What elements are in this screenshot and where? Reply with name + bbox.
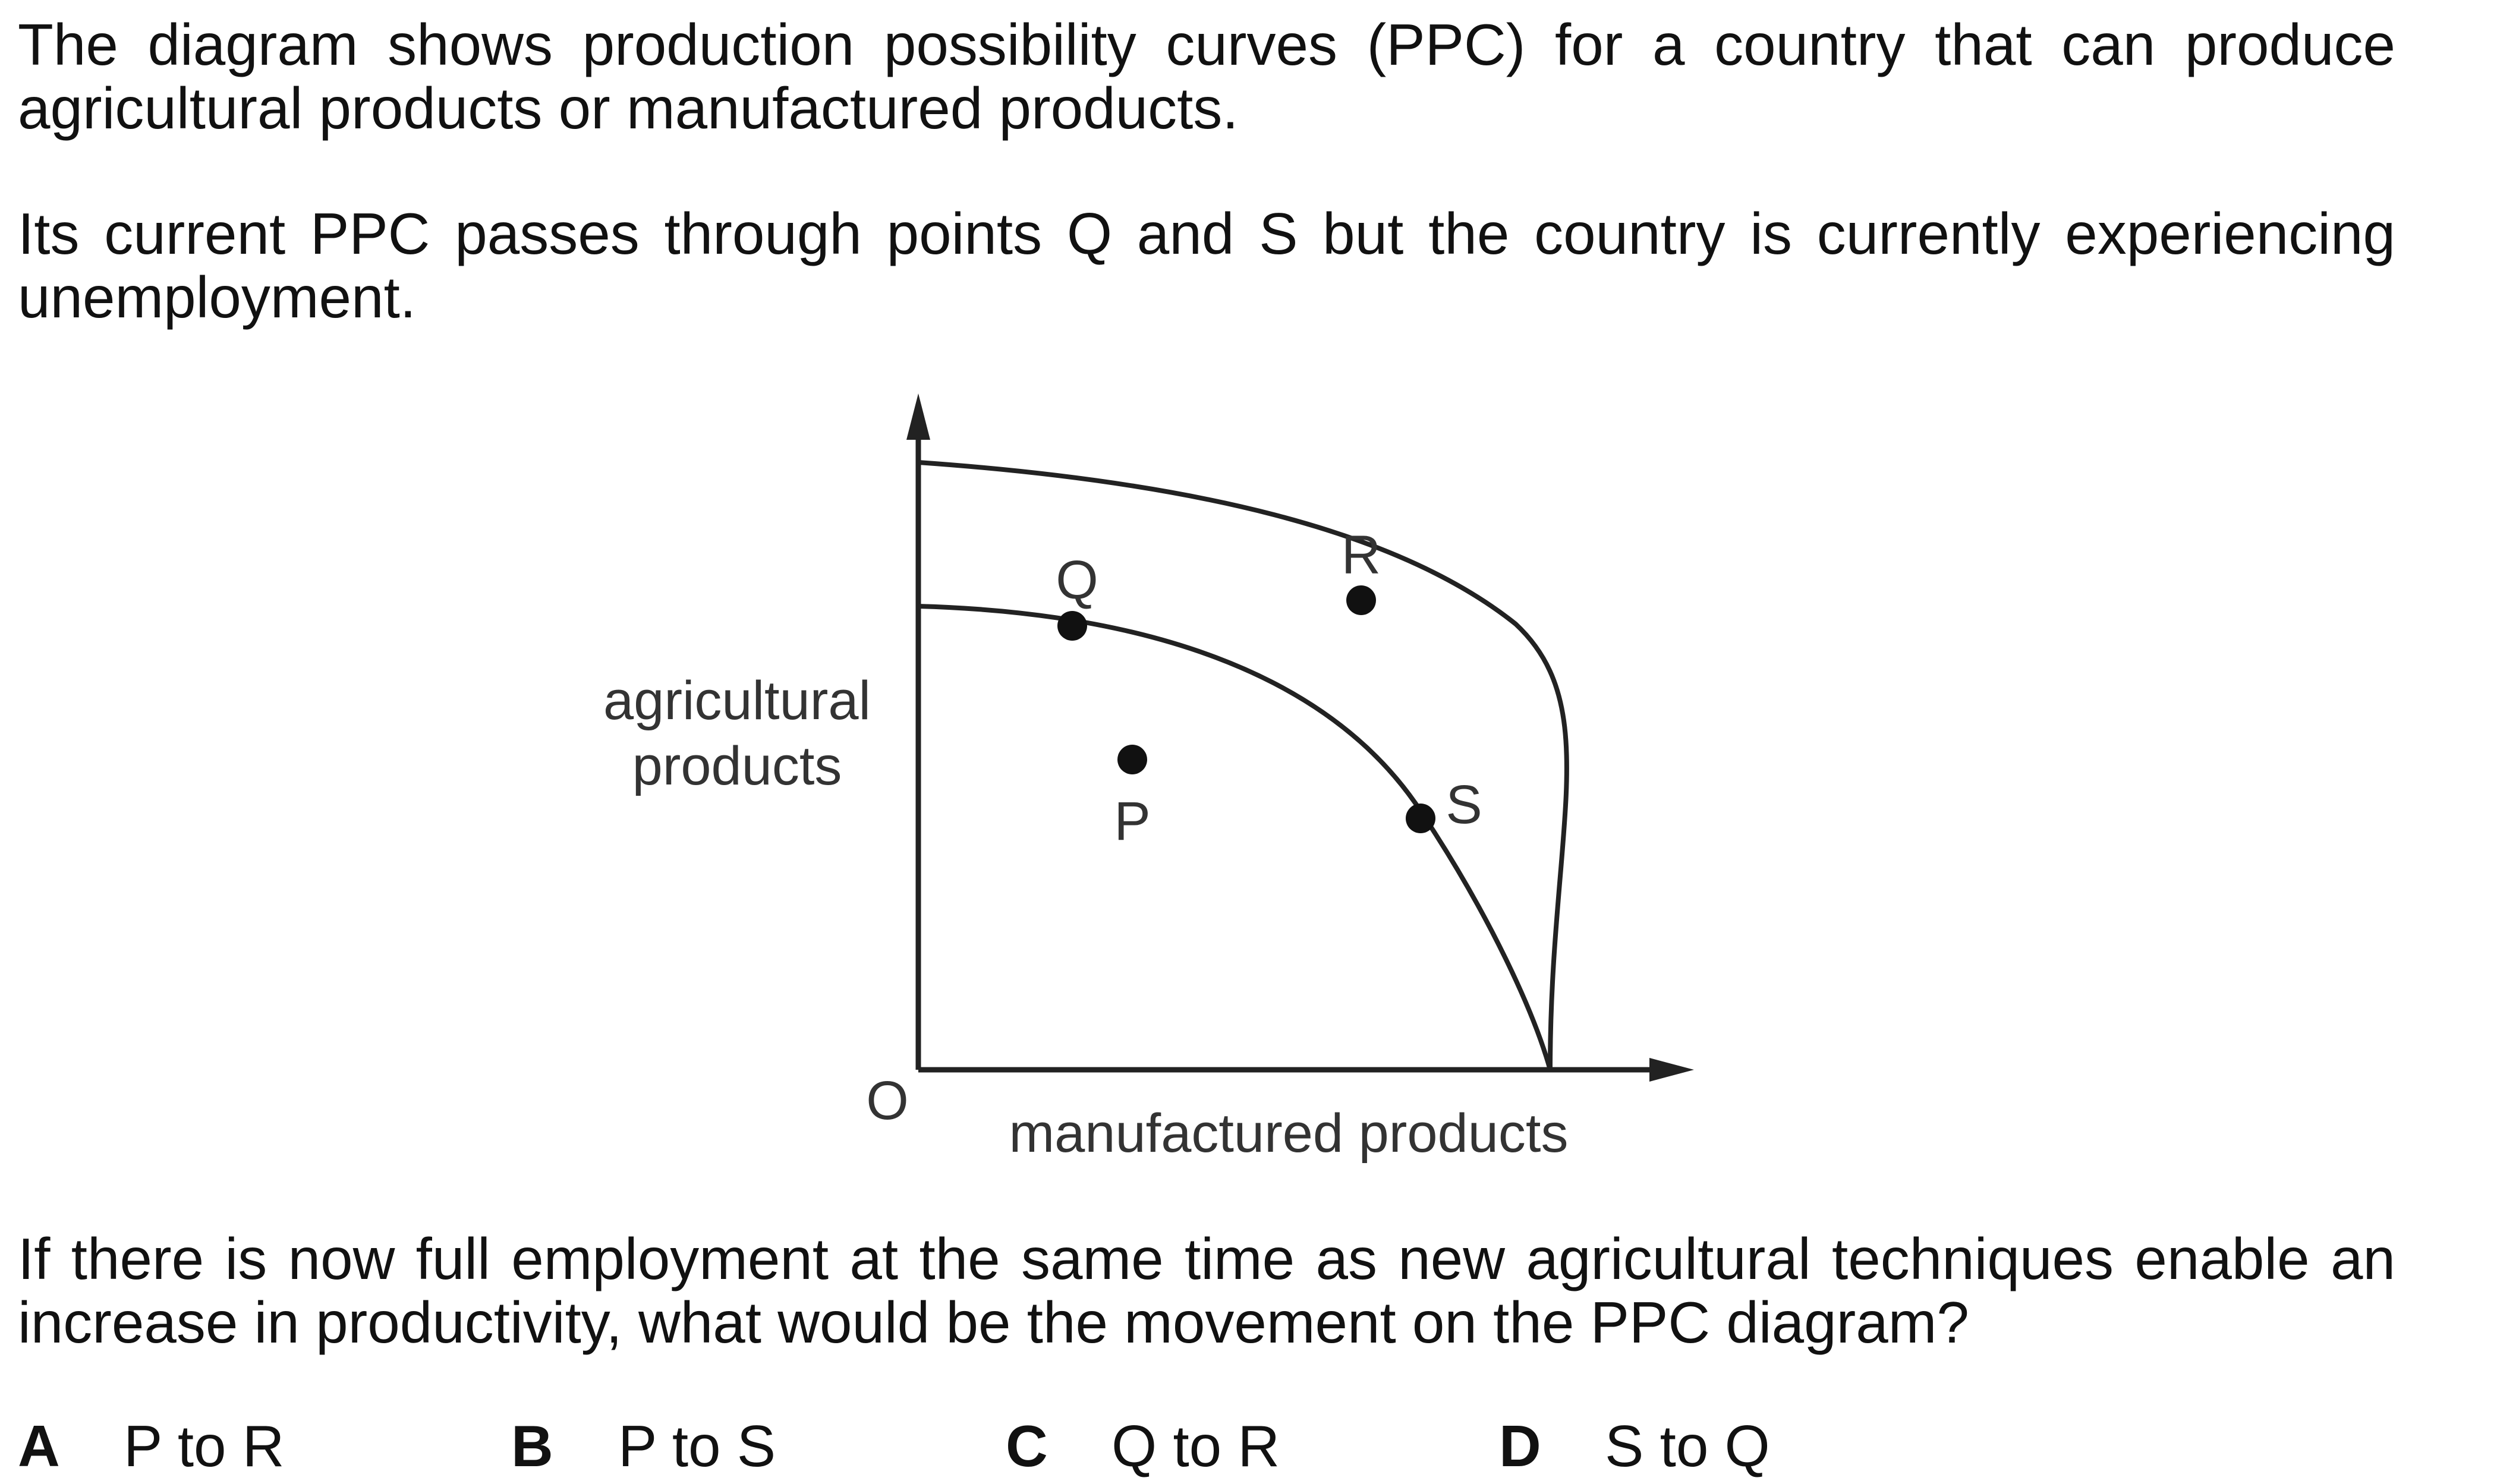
question-intro: The diagram shows production possibility… (18, 12, 2395, 141)
option-c-text: Q to R (1111, 1413, 1280, 1479)
option-c-letter: C (1006, 1413, 1048, 1479)
origin-label: O (866, 1070, 909, 1131)
x-axis-label: manufactured products (1009, 1103, 1569, 1164)
question-context: Its current PPC passes through points Q … (18, 201, 2395, 330)
option-a-letter: A (18, 1413, 60, 1479)
point-r-label: R (1342, 525, 1381, 585)
point-p-marker (1117, 745, 1147, 774)
option-b-text: P to S (618, 1413, 776, 1479)
y-axis-label-line2: products (632, 736, 842, 796)
ppc-outer-curve (918, 460, 1569, 1070)
point-q-label: Q (1056, 550, 1098, 610)
x-axis-arrowhead (1649, 1058, 1694, 1082)
question-prompt: If there is now full employment at the s… (18, 1226, 2395, 1355)
point-s-label: S (1446, 774, 1482, 835)
point-q-marker (1057, 611, 1087, 641)
ppc-inner-curve (918, 604, 1553, 1071)
option-b-letter: B (511, 1413, 553, 1479)
point-p-label: P (1114, 791, 1150, 852)
point-s-marker (1406, 804, 1435, 833)
point-r-marker (1346, 585, 1376, 615)
y-axis-label-line1: agricultural (603, 670, 871, 731)
option-d-text: S to Q (1605, 1413, 1770, 1479)
option-a-text: P to R (124, 1413, 285, 1479)
option-d-letter: D (1499, 1413, 1541, 1479)
y-axis-arrowhead (906, 393, 930, 440)
